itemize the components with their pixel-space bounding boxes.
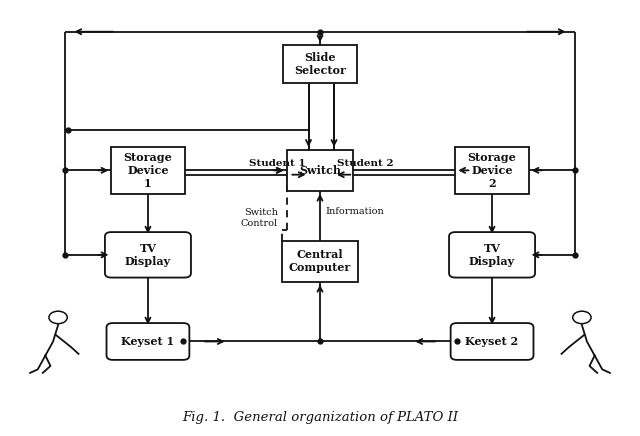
Text: Switch
Control: Switch Control bbox=[241, 208, 278, 228]
Bar bbox=[282, 241, 358, 282]
FancyBboxPatch shape bbox=[449, 232, 535, 278]
Text: Information: Information bbox=[325, 207, 384, 216]
FancyBboxPatch shape bbox=[106, 323, 189, 360]
Text: Keyset 2: Keyset 2 bbox=[465, 336, 518, 347]
Text: TV
Display: TV Display bbox=[469, 243, 515, 267]
Text: TV
Display: TV Display bbox=[125, 243, 171, 267]
FancyBboxPatch shape bbox=[451, 323, 534, 360]
Text: Switch: Switch bbox=[299, 165, 341, 176]
Text: Slide
Selector: Slide Selector bbox=[294, 52, 346, 76]
Text: Keyset 1: Keyset 1 bbox=[122, 336, 175, 347]
Bar bbox=[456, 146, 529, 194]
Bar bbox=[111, 146, 184, 194]
Text: Storage
Device
1: Storage Device 1 bbox=[124, 152, 172, 189]
Text: Storage
Device
2: Storage Device 2 bbox=[468, 152, 516, 189]
Text: Student 2: Student 2 bbox=[337, 159, 394, 168]
Bar bbox=[284, 45, 356, 83]
FancyBboxPatch shape bbox=[105, 232, 191, 278]
Bar bbox=[287, 150, 353, 191]
Text: Student 1: Student 1 bbox=[249, 159, 305, 168]
Text: Central
Computer: Central Computer bbox=[289, 249, 351, 273]
Text: Fig. 1.  General organization of PLATO II: Fig. 1. General organization of PLATO II bbox=[182, 411, 458, 424]
